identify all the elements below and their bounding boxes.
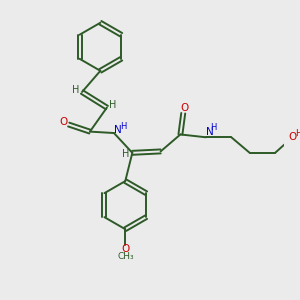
Text: O: O bbox=[181, 103, 189, 113]
Text: H: H bbox=[120, 122, 127, 131]
Text: O: O bbox=[122, 244, 130, 254]
Text: N: N bbox=[114, 124, 122, 135]
Text: H: H bbox=[211, 123, 217, 132]
Text: H: H bbox=[72, 85, 80, 95]
Text: H: H bbox=[110, 100, 117, 110]
Text: O: O bbox=[289, 132, 297, 142]
Text: CH₃: CH₃ bbox=[118, 252, 134, 261]
Text: O: O bbox=[59, 117, 68, 127]
Text: H: H bbox=[295, 128, 300, 137]
Text: N: N bbox=[206, 127, 213, 137]
Text: H: H bbox=[122, 149, 130, 159]
